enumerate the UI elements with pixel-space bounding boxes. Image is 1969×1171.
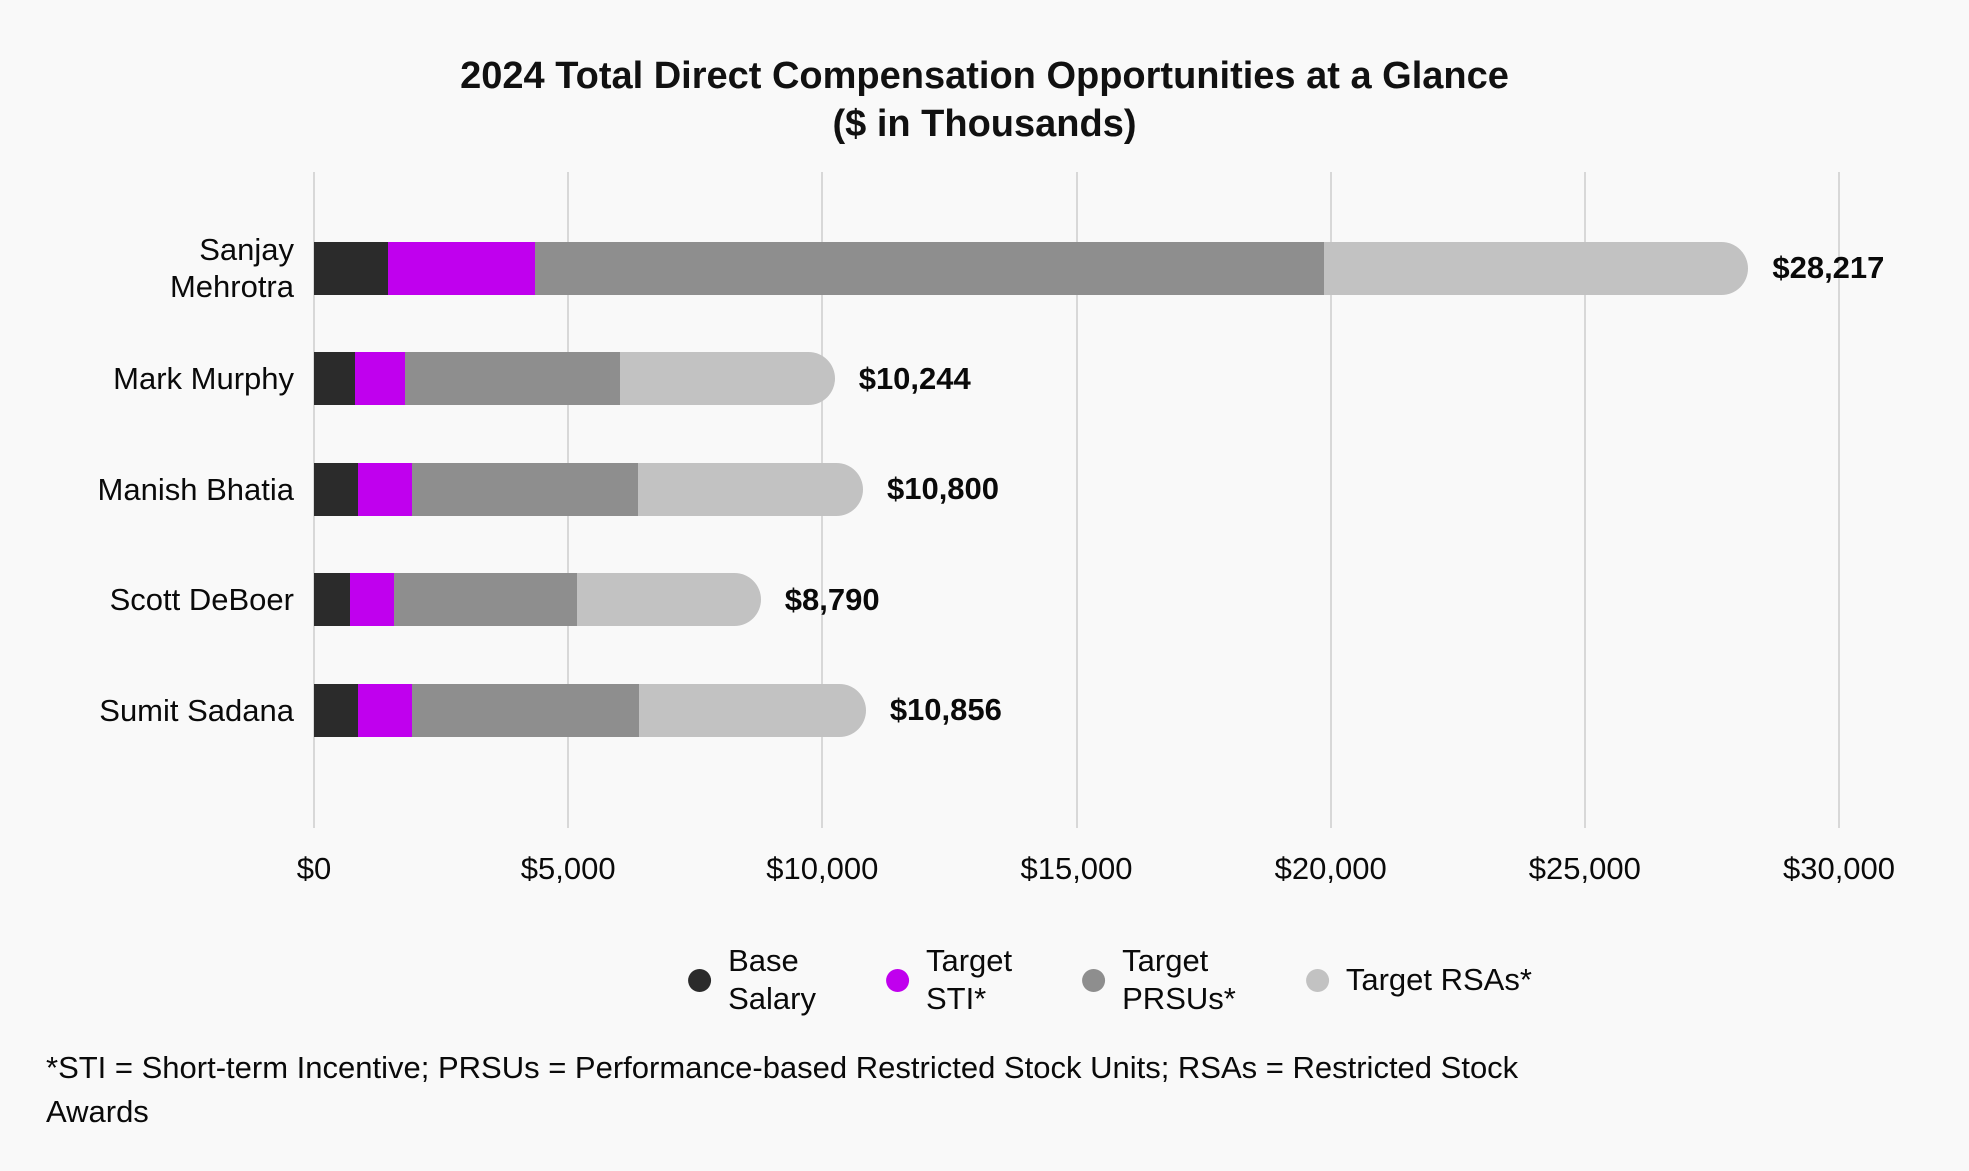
legend-dot-icon	[688, 968, 712, 992]
category-label: Sumit Sadana	[99, 692, 294, 728]
legend-dot-icon	[1305, 968, 1329, 992]
gridline	[1838, 172, 1840, 828]
bar-segment-target-rsas	[1323, 241, 1749, 295]
bar-segment-target-prsus	[535, 241, 1324, 295]
chart-subtitle: ($ in Thousands)	[832, 103, 1137, 145]
bar-segment-target-sti	[387, 241, 536, 295]
bar-segment-base-salary	[314, 573, 350, 626]
total-value-label: $28,217	[1772, 250, 1885, 285]
x-axis-tick-label: $10,000	[766, 851, 879, 886]
stacked-bar	[314, 683, 866, 737]
x-axis-tick-label: $30,000	[1782, 851, 1896, 886]
legend-label: Base Salary	[728, 943, 816, 1016]
bar-segment-target-prsus	[412, 683, 640, 737]
legend-item-target-prsus: Target PRSUs*	[1082, 942, 1236, 1018]
bar-segment-target-rsas	[639, 683, 866, 737]
bar-segment-target-prsus	[412, 462, 638, 516]
bar-segment-target-sti	[357, 462, 413, 516]
total-value-label: $10,856	[889, 692, 1002, 727]
stacked-bar	[314, 462, 863, 516]
category-label: Mark Murphy	[113, 361, 294, 396]
category-label: Manish Bhatia	[97, 471, 294, 507]
legend-dot-icon	[1082, 968, 1106, 992]
x-axis-tick-label: $0	[296, 851, 332, 886]
legend-dot-icon	[885, 968, 909, 992]
bar-segment-target-prsus	[394, 573, 578, 626]
gridline	[1583, 172, 1586, 828]
chart-legend: Base Salary Target STI* Target PRSUs* Targe…	[688, 942, 1532, 1018]
gridline	[1075, 172, 1078, 828]
bar-segment-target-rsas	[620, 352, 835, 405]
bar-segment-base-salary	[314, 352, 355, 405]
x-axis-tick-label: $5,000	[520, 851, 616, 886]
chart-title: 2024 Total Direct Compensation Opportuni…	[460, 55, 1509, 97]
total-value-label: $8,790	[784, 581, 880, 617]
bar-segment-target-rsas	[577, 573, 761, 626]
legend-item-target-sti: Target STI*	[885, 942, 1013, 1018]
category-label: Scott DeBoer	[109, 582, 294, 617]
x-axis-tick-label: $15,000	[1020, 851, 1133, 886]
total-value-label: $10,244	[858, 360, 971, 396]
bar-segment-target-sti	[357, 683, 413, 737]
x-axis-tick-label: $20,000	[1274, 851, 1387, 886]
legend-label: Target STI*	[925, 943, 1013, 1016]
legend-label: Target RSAs*	[1345, 962, 1532, 997]
x-axis-tick-label: $25,000	[1528, 851, 1641, 886]
bar-segment-target-rsas	[637, 462, 863, 516]
legend-item-target-rsas: Target RSAs*	[1305, 961, 1532, 999]
bar-segment-target-sti	[354, 352, 406, 405]
bar-segment-target-prsus	[405, 352, 621, 405]
bar-segment-base-salary	[314, 241, 388, 295]
legend-label: Target PRSUs*	[1122, 943, 1236, 1016]
total-value-label: $10,800	[886, 471, 1000, 506]
footnote: *STI = Short-term Incentive; PRSUs = Per…	[46, 1050, 1519, 1129]
stacked-bar	[314, 352, 835, 405]
gridline	[1329, 172, 1332, 828]
bar-area: $10,856	[314, 683, 1002, 737]
bar-segment-target-sti	[349, 573, 395, 626]
stacked-bar	[314, 573, 761, 626]
bar-area: $10,800	[314, 462, 1000, 516]
bar-area: $8,790	[314, 573, 880, 626]
bar-segment-base-salary	[314, 683, 358, 737]
chart-title-block: 2024 Total Direct Compensation Opportuni…	[0, 52, 1969, 148]
bar-area: $28,217	[314, 241, 1885, 295]
stacked-bar	[314, 241, 1749, 295]
legend-item-base-salary: Base Salary	[688, 942, 816, 1018]
bar-area: $10,244	[314, 352, 971, 405]
category-label: Sanjay Mehrotra	[169, 232, 294, 304]
bar-segment-base-salary	[314, 462, 358, 516]
